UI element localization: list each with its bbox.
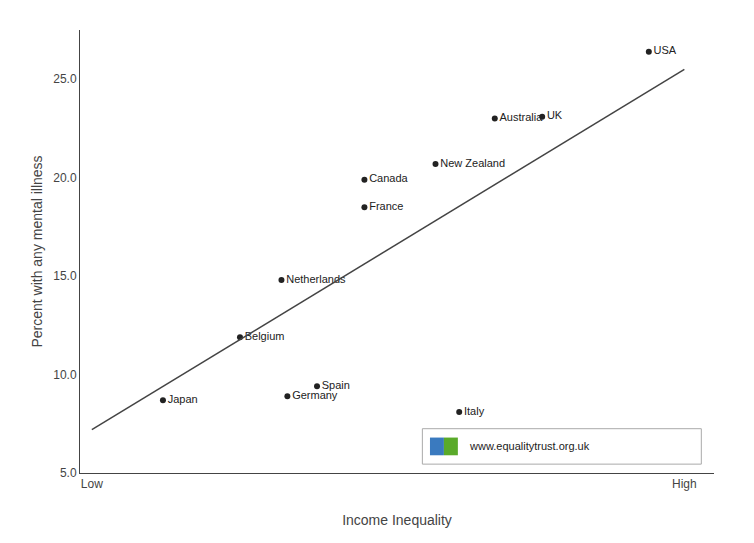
svg-text:10.0: 10.0 bbox=[53, 368, 77, 382]
svg-text:USA: USA bbox=[654, 44, 677, 56]
svg-text:Italy: Italy bbox=[464, 405, 485, 417]
svg-text:High: High bbox=[672, 477, 697, 491]
svg-text:20.0: 20.0 bbox=[53, 171, 77, 185]
svg-text:France: France bbox=[369, 200, 403, 212]
svg-text:UK: UK bbox=[547, 109, 563, 121]
svg-text:Income Inequality: Income Inequality bbox=[342, 512, 452, 528]
svg-text:Germany: Germany bbox=[292, 389, 338, 401]
svg-text:Spain: Spain bbox=[322, 379, 350, 391]
svg-text:15.0: 15.0 bbox=[53, 269, 77, 283]
svg-text:Australia: Australia bbox=[500, 111, 544, 123]
svg-text:Low: Low bbox=[81, 477, 103, 491]
svg-text:New Zealand: New Zealand bbox=[440, 157, 505, 169]
svg-text:Percent with any mental illnes: Percent with any mental illness bbox=[29, 155, 45, 347]
svg-text:www.equalitytrust.org.uk: www.equalitytrust.org.uk bbox=[469, 440, 590, 452]
svg-text:25.0: 25.0 bbox=[53, 72, 77, 86]
svg-text:Japan: Japan bbox=[168, 393, 198, 405]
svg-text:5.0: 5.0 bbox=[60, 466, 77, 480]
svg-text:Canada: Canada bbox=[369, 172, 408, 184]
svg-text:Belgium: Belgium bbox=[245, 330, 285, 342]
svg-text:Netherlands: Netherlands bbox=[286, 273, 346, 285]
